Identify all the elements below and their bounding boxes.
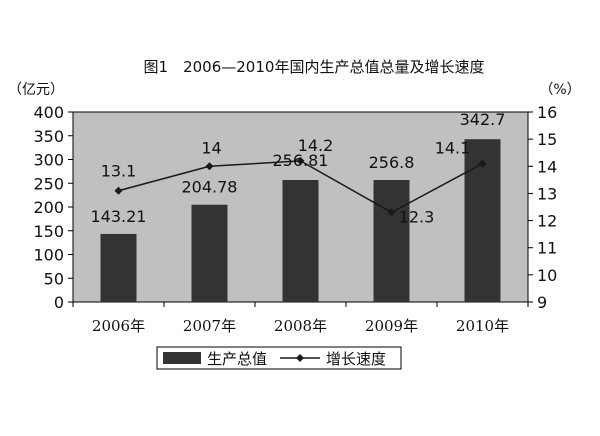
left-tick-label: 250	[33, 174, 64, 193]
line-value-label: 13.1	[101, 162, 137, 181]
right-tick-label: 15	[537, 130, 557, 149]
right-tick-label: 14	[537, 157, 557, 176]
left-tick-label: 150	[33, 222, 64, 241]
bar	[373, 180, 410, 302]
growth-point	[387, 208, 396, 217]
right-tick-label: 11	[537, 239, 557, 258]
chart-title: 图1 2006—2010年国内生产总值总量及增长速度	[144, 58, 485, 76]
bar	[282, 180, 319, 302]
line-value-label: 14	[201, 138, 221, 157]
right-tick-label: 13	[537, 184, 557, 203]
bar-value-label: 342.7	[460, 110, 506, 129]
legend-box	[156, 346, 402, 370]
left-tick-label: 50	[44, 269, 64, 288]
bar-value-label: 256.8	[369, 153, 415, 172]
x-tick-label: 2007年	[183, 317, 236, 335]
x-tick-label: 2006年	[92, 317, 145, 335]
bar-value-label: 143.21	[91, 207, 147, 226]
plot-area: 0 50 100 150 200 250 300 350 400 9 10 11 12 13 14 15 16 2…	[33, 103, 557, 335]
line-value-label: 14.2	[298, 136, 334, 155]
growth-point	[205, 162, 214, 171]
legend-line-marker	[296, 354, 304, 362]
left-tick-label: 350	[33, 127, 64, 146]
right-tick-label: 12	[537, 212, 557, 231]
growth-point	[296, 156, 305, 165]
x-tick-label: 2009年	[365, 317, 418, 335]
right-tick-label: 9	[537, 293, 547, 312]
line-value-label: 12.3	[399, 207, 435, 226]
bar	[191, 204, 228, 302]
legend-bar-swatch	[163, 352, 201, 364]
left-tick-label: 400	[33, 103, 64, 122]
right-tick-label: 10	[537, 266, 557, 285]
left-tick-label: 100	[33, 246, 64, 265]
growth-point	[114, 186, 123, 195]
bar	[100, 233, 137, 302]
right-tick-label: 16	[537, 103, 557, 122]
x-tick-label: 2008年	[274, 317, 327, 335]
legend-line-label: 增长速度	[326, 350, 386, 368]
growth-point	[478, 159, 487, 168]
legend-bar-label: 生产总值	[207, 350, 267, 368]
x-tick-label: 2010年	[456, 317, 509, 335]
legend: 生产总值 增长速度	[156, 346, 402, 370]
bar-value-label: 256.81	[273, 151, 329, 170]
left-tick-label: 300	[33, 151, 64, 170]
right-axis-unit: （%）	[539, 82, 580, 98]
left-axis-unit: （亿元）	[8, 82, 64, 98]
left-tick-label: 0	[54, 293, 64, 312]
left-tick-label: 200	[33, 198, 64, 217]
line-value-label: 14.1	[435, 139, 471, 158]
bar-value-label: 204.78	[182, 178, 238, 197]
